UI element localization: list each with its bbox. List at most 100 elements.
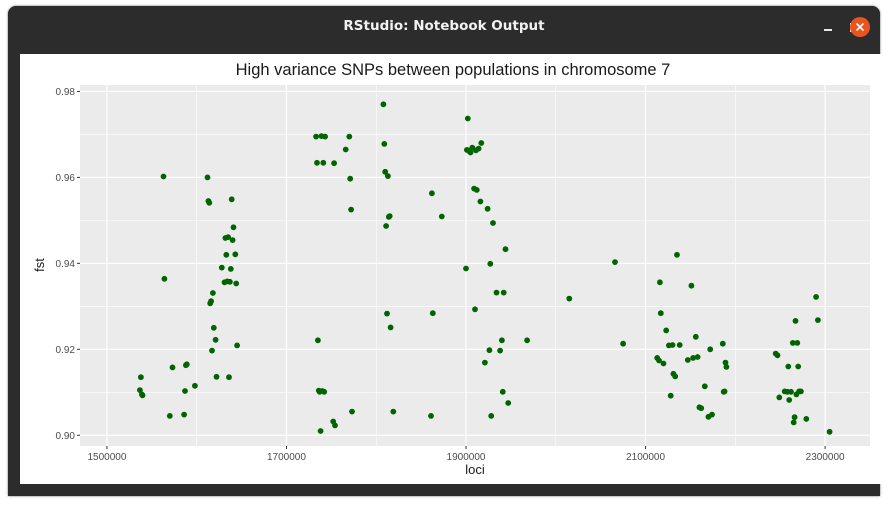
data-point (484, 205, 491, 212)
data-point (701, 383, 708, 390)
data-point (612, 259, 618, 265)
data-point (667, 392, 674, 399)
data-point (218, 264, 225, 271)
data-point (342, 146, 349, 153)
data-point (385, 173, 391, 179)
data-point (313, 133, 319, 140)
data-point (383, 223, 389, 229)
close-button[interactable] (850, 17, 870, 37)
data-point (233, 280, 240, 287)
data-point (315, 337, 321, 344)
data-point (473, 187, 480, 193)
data-point (676, 342, 683, 348)
data-point (709, 411, 715, 418)
window-title: RStudio: Notebook Output (343, 18, 545, 34)
data-point (566, 295, 573, 302)
data-point (719, 340, 726, 347)
close-icon (856, 23, 864, 31)
data-point (785, 363, 792, 370)
data-point (232, 251, 239, 258)
data-point (803, 416, 810, 422)
data-point (381, 141, 388, 147)
data-point (204, 174, 211, 181)
data-point (212, 336, 219, 343)
data-point (672, 373, 679, 380)
notebook-output-window: RStudio: Notebook Output High variance S… (8, 6, 882, 496)
title-bar[interactable]: RStudio: Notebook Output (8, 6, 880, 48)
data-point (347, 175, 354, 182)
data-point (229, 237, 236, 244)
data-point (482, 359, 488, 366)
data-point (698, 405, 705, 412)
x-tick-label: 1500000 (87, 452, 126, 463)
data-point (322, 133, 328, 140)
data-point (223, 251, 230, 258)
data-point (317, 428, 324, 434)
data-point (500, 289, 507, 296)
data-point (390, 408, 397, 415)
data-point (331, 160, 337, 167)
data-point (463, 265, 469, 272)
data-point (382, 168, 389, 175)
data-point (386, 213, 393, 220)
data-point (139, 392, 146, 399)
data-point (656, 357, 662, 364)
data-point (487, 260, 494, 267)
data-point (228, 196, 235, 203)
data-point (792, 318, 799, 324)
data-point (428, 413, 434, 419)
x-tick-label: 1700000 (267, 452, 306, 463)
data-point (332, 422, 338, 429)
data-point (321, 388, 328, 395)
data-point (387, 324, 394, 331)
data-point (208, 298, 215, 305)
grid-lines (80, 85, 870, 446)
data-point (225, 234, 232, 241)
plot-panel (80, 85, 870, 446)
data-point (137, 387, 143, 393)
x-axis-label: loci (465, 462, 485, 477)
x-tick-label: 2100000 (626, 452, 665, 463)
data-point (472, 306, 478, 313)
data-point (813, 294, 819, 300)
data-point (798, 388, 804, 395)
data-point (161, 275, 168, 282)
data-point (477, 198, 484, 205)
data-point (674, 251, 680, 258)
data-point (657, 310, 664, 317)
scatter-chart: High variance SNPs between populations i… (32, 61, 870, 477)
data-point (774, 352, 781, 359)
data-point (209, 347, 215, 354)
data-point (230, 224, 237, 231)
y-tick-label: 0.98 (56, 87, 76, 98)
data-point (234, 342, 241, 349)
data-point (486, 347, 493, 354)
data-point (721, 388, 728, 395)
y-tick-label: 0.96 (56, 173, 76, 184)
data-point (226, 374, 232, 381)
data-point (429, 190, 435, 197)
data-point (464, 115, 471, 122)
data-point (181, 411, 188, 418)
minimize-icon (824, 29, 832, 31)
data-point (227, 278, 233, 285)
data-point (692, 333, 699, 340)
data-point (660, 360, 667, 367)
data-point (138, 374, 144, 381)
data-point (384, 310, 390, 317)
x-tick-label: 2300000 (806, 452, 845, 463)
data-point (349, 408, 355, 415)
data-point (707, 346, 714, 353)
data-point (497, 347, 503, 354)
data-point (348, 206, 354, 213)
data-point (493, 289, 500, 296)
data-point (786, 397, 793, 403)
y-tick-label: 0.92 (56, 345, 76, 356)
data-point (722, 359, 729, 366)
data-point (183, 361, 190, 368)
data-point (826, 428, 833, 435)
y-axis-label: fst (32, 258, 47, 272)
minimize-button[interactable] (818, 17, 838, 37)
data-point (192, 382, 198, 389)
data-point (314, 159, 320, 166)
